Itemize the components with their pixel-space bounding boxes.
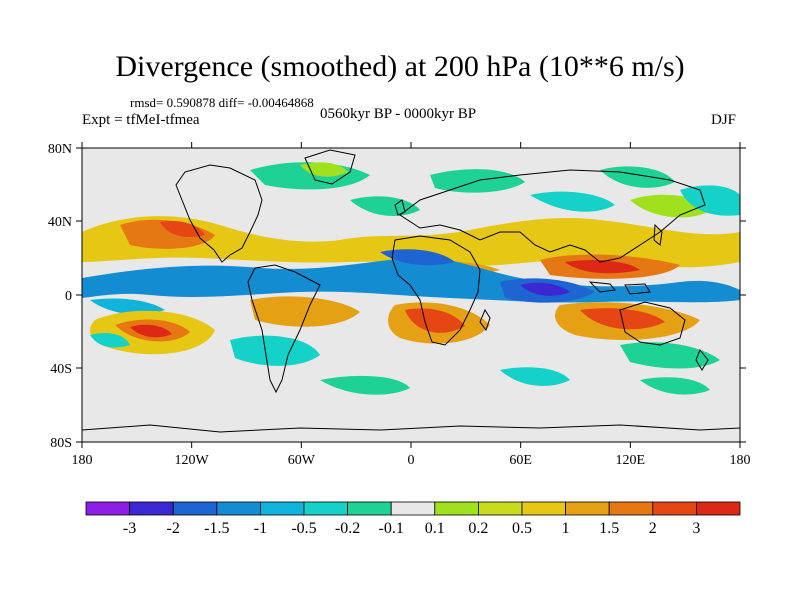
colorbar-swatch	[129, 501, 174, 516]
map-title: Divergence (smoothed) at 200 hPa (10**6 …	[115, 50, 685, 83]
colorbar-swatch	[477, 501, 523, 516]
latitude-axis: 80N 40N 0 40S 80S	[48, 142, 746, 451]
colorbar-label: 1.5	[599, 520, 619, 537]
colorbar-swatch	[565, 501, 610, 516]
lat-tick-label: 80S	[50, 436, 72, 451]
lon-tick-label: 120W	[175, 453, 210, 468]
colorbar-label: 0.1	[425, 520, 445, 537]
divergence-field	[82, 162, 740, 395]
season-label: DJF	[711, 112, 737, 128]
colorbar-label: -0.2	[335, 520, 360, 537]
colorbar-label: 0.5	[512, 520, 532, 537]
colorbar-swatch	[521, 501, 566, 516]
colorbar-label: -1.5	[204, 520, 229, 537]
colorbar-swatch	[85, 501, 130, 516]
lon-tick-label: 180	[730, 453, 751, 468]
lon-tick-label: 120E	[616, 453, 646, 468]
colorbar-label: 2	[649, 520, 657, 537]
colorbar-label: 3	[692, 520, 700, 537]
stats-text: rmsd= 0.590878 diff= -0.00464868	[130, 95, 314, 110]
period-label: 0560kyr BP - 0000kyr BP	[320, 106, 477, 122]
colorbar-swatch	[259, 501, 305, 516]
lon-tick-label: 60W	[288, 453, 316, 468]
colorbar-label: -2	[167, 520, 180, 537]
colorbar: -3 -2 -1.5 -1 -0.5 -0.2 -0.1 0.1 0.2 0.5 1 1.5 2 3	[85, 501, 741, 537]
lat-tick-label: 40N	[48, 215, 72, 230]
colorbar-swatch	[216, 501, 261, 516]
colorbar-swatch	[434, 501, 479, 516]
colorbar-label: -1	[254, 520, 267, 537]
colorbar-swatch	[172, 501, 218, 516]
lon-tick-label: 180	[72, 453, 93, 468]
colorbar-label: 1	[562, 520, 570, 537]
lon-tick-label: 60E	[509, 453, 532, 468]
coastlines	[82, 149, 740, 433]
lat-tick-label: 0	[65, 289, 72, 304]
colorbar-swatch	[608, 501, 654, 516]
lat-tick-label: 40S	[50, 362, 72, 377]
lon-tick-label: 0	[408, 453, 415, 468]
colorbar-swatch	[347, 501, 392, 516]
experiment-label: Expt = tfMeI-tfmea	[82, 112, 200, 128]
colorbar-label: -3	[123, 520, 136, 537]
colorbar-label: -0.1	[379, 520, 404, 537]
lat-tick-label: 80N	[48, 142, 72, 157]
colorbar-swatch	[652, 501, 697, 516]
map-plot-area	[82, 148, 740, 442]
colorbar-label: -0.5	[291, 520, 316, 537]
longitude-axis: 180 120W 60W 0 60E 120E 180	[72, 142, 751, 468]
colorbar-swatch	[696, 501, 741, 516]
colorbar-swatch	[303, 501, 348, 516]
colorbar-label: 0.2	[468, 520, 488, 537]
colorbar-swatch	[390, 501, 436, 516]
